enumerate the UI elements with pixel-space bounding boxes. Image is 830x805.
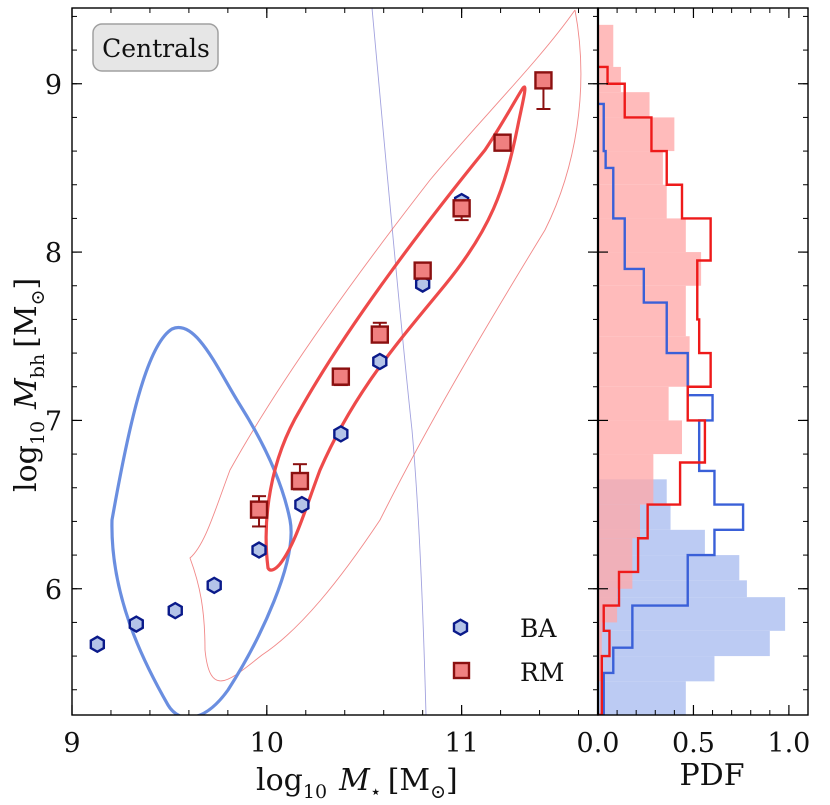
hist-bar-rm-filled-16 (598, 66, 621, 93)
rm-point-6 (493, 133, 512, 152)
rm-point-3 (370, 325, 390, 344)
axes-layer: 9 10 11 6 7 8 9 0.0 0.5 1.0 (45, 7, 810, 759)
hist-bar-rm-filled-9 (598, 285, 686, 337)
hist-bar-rm-filled-5 (598, 454, 654, 505)
hist-bar-rm-filled-7 (598, 386, 669, 421)
hist-bar-rm-filled-1 (598, 622, 602, 682)
hist-bar-rm-filled-17 (598, 24, 614, 67)
x-tick-label-2: 11 (444, 728, 478, 759)
x-axis-label: log10 M⋆ [M⊙] (256, 763, 458, 803)
hist-bar-ba-filled-2 (598, 630, 770, 657)
centrals-badge-label: Centrals (102, 34, 210, 63)
ba-point-7 (372, 352, 388, 371)
hist-step-rm-step (598, 65, 712, 715)
hist-bar-rm-filled-4 (598, 504, 640, 539)
rm-point-0 (249, 500, 269, 519)
ba-point-6 (333, 424, 349, 443)
rm-point-7 (534, 71, 553, 90)
centrals-badge: Centrals (92, 23, 219, 72)
side-x-tick-label-2: 1.0 (767, 728, 810, 759)
y-tick-label-3: 9 (45, 70, 62, 101)
rm-point-5 (452, 199, 471, 218)
hist-bar-ba-filled-3 (598, 597, 786, 631)
hist-bar-rm-filled-10 (598, 252, 702, 286)
side-histogram-panel (598, 24, 786, 715)
side-x-tick-label-0: 0.0 (577, 728, 620, 759)
x-tick-label-0: 9 (63, 728, 80, 759)
side-histogram-bars (598, 24, 786, 715)
rm-point-2 (331, 367, 351, 386)
contour-ba-outer (371, 8, 427, 715)
ba-point-2 (167, 601, 183, 620)
ba-point-8 (414, 275, 431, 293)
legend-marker-ba (452, 618, 469, 637)
hist-bar-ba-filled-0 (598, 681, 686, 715)
marker-layer (89, 71, 553, 654)
centrals-badge-box (92, 23, 219, 72)
legend-label-rm: RM (520, 658, 564, 687)
hist-bar-rm-filled-12 (598, 184, 667, 219)
side-x-axis-label: PDF (679, 758, 744, 793)
hist-bar-ba-filled-4 (598, 580, 747, 598)
hist-bar-rm-filled-6 (598, 420, 682, 455)
rm-point-1 (290, 471, 310, 491)
legend-label-ba: BA (520, 614, 557, 643)
hist-bar-rm-filled-11 (598, 218, 686, 253)
ba-point-4 (251, 541, 267, 559)
hist-bar-ba-filled-1 (598, 656, 715, 682)
contour-ba-inner (110, 325, 293, 715)
rm-point-4 (413, 261, 432, 280)
y-axis-label: log10Mbh[M⊙] (9, 278, 49, 492)
ba-point-0 (89, 635, 106, 654)
side-x-tick-label-1: 0.5 (672, 728, 715, 759)
x-tick-label-1: 10 (250, 728, 284, 759)
ba-point-3 (206, 576, 222, 595)
legend-marker-rm (452, 661, 471, 680)
legend: BA RM (452, 614, 564, 687)
hist-bar-rm-filled-8 (598, 336, 690, 387)
ba-point-5 (294, 495, 310, 514)
ba-point-1 (128, 615, 144, 633)
hist-bar-rm-filled-14 (598, 117, 675, 152)
y-tick-label-0: 6 (45, 575, 62, 606)
hist-bar-rm-filled-3 (598, 538, 633, 589)
contour-rm-outer (189, 9, 582, 682)
y-tick-label-1: 7 (45, 406, 62, 437)
y-tick-label-2: 8 (45, 238, 62, 269)
